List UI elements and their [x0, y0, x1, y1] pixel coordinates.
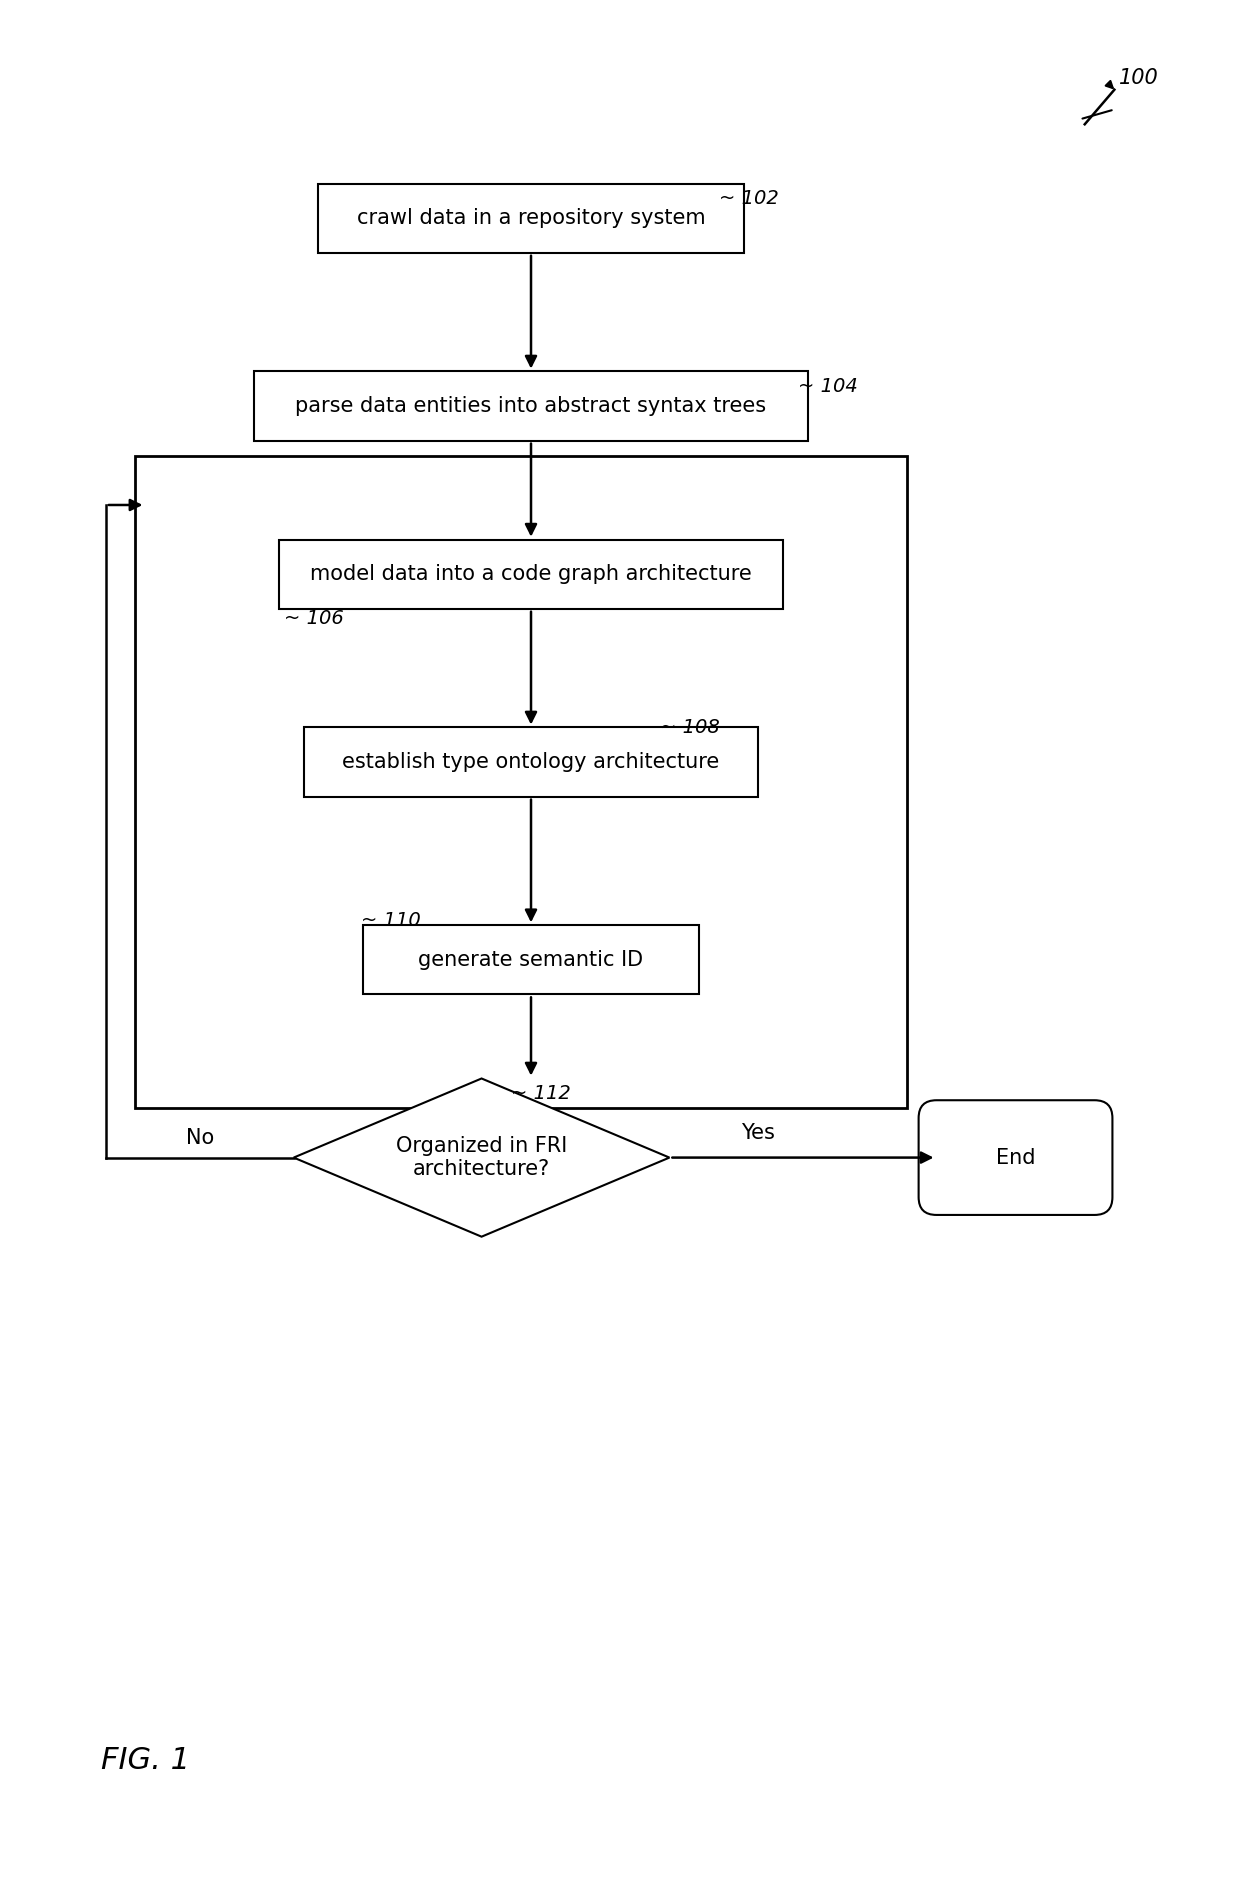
Text: End: End: [996, 1149, 1035, 1167]
Text: parse data entities into abstract syntax trees: parse data entities into abstract syntax…: [295, 397, 766, 416]
FancyBboxPatch shape: [254, 372, 808, 440]
Text: ~ 106: ~ 106: [284, 608, 343, 629]
Text: ~ 104: ~ 104: [799, 376, 858, 397]
Text: ~ 112: ~ 112: [511, 1084, 570, 1103]
Text: crawl data in a repository system: crawl data in a repository system: [357, 208, 706, 229]
Text: establish type ontology architecture: establish type ontology architecture: [342, 752, 719, 773]
Text: Organized in FRI
architecture?: Organized in FRI architecture?: [396, 1135, 567, 1179]
Text: ~ 102: ~ 102: [719, 189, 779, 208]
Polygon shape: [294, 1079, 670, 1237]
Text: generate semantic ID: generate semantic ID: [418, 950, 644, 969]
FancyBboxPatch shape: [304, 727, 759, 797]
Text: ~ 108: ~ 108: [660, 718, 719, 737]
FancyBboxPatch shape: [319, 183, 744, 253]
FancyBboxPatch shape: [919, 1099, 1112, 1215]
FancyBboxPatch shape: [363, 926, 699, 994]
Text: FIG. 1: FIG. 1: [100, 1745, 190, 1776]
Text: model data into a code graph architecture: model data into a code graph architectur…: [310, 565, 751, 584]
Text: No: No: [186, 1128, 213, 1149]
Text: 100: 100: [1120, 68, 1159, 87]
Text: Yes: Yes: [742, 1122, 775, 1143]
Text: ~ 110: ~ 110: [361, 910, 420, 929]
FancyBboxPatch shape: [279, 540, 784, 608]
